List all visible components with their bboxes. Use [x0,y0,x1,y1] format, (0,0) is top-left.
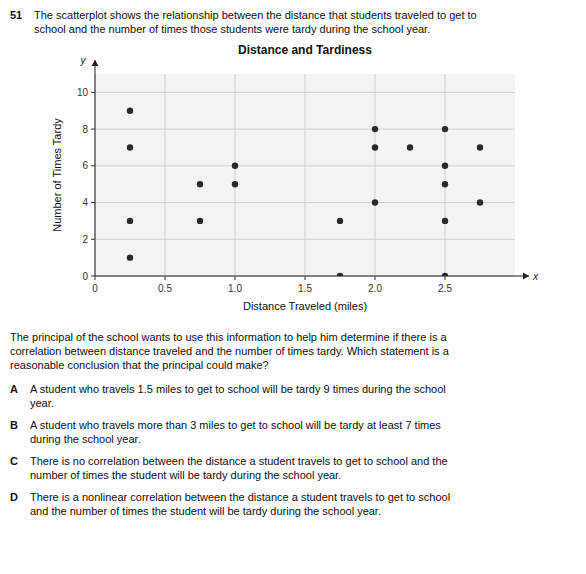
grid-line [375,74,376,276]
tick-mark [91,276,95,277]
tick-label: 2 [82,234,88,245]
point [442,218,448,224]
question-text: The scatterplot shows the relationship b… [34,8,477,36]
point [442,273,448,276]
point [337,218,343,224]
tick-label: 1.5 [298,283,312,294]
grid-line [95,202,515,203]
choice-text: A student who travels more than 3 miles … [30,418,441,446]
point [372,144,378,150]
point [372,199,378,205]
point [127,254,133,260]
y-axis-label: Number of Times Tardy [51,118,63,232]
question-number: 51 [10,8,22,22]
grid-line [95,92,515,93]
choice-letter: D [10,490,18,504]
point [477,199,483,205]
point [442,126,448,132]
grid-line [445,74,446,276]
choice-text: A student who travels 1.5 miles to get t… [30,382,446,410]
grid-line [95,165,515,166]
grid-line [95,239,515,240]
x-axis-label: Distance Traveled (miles) [243,300,367,312]
tick-mark [91,129,95,130]
point [337,273,343,276]
point [197,218,203,224]
x-axis-line [95,276,529,277]
point [232,181,238,187]
tick-label: 6 [82,160,88,171]
tick-label: 2.5 [438,283,452,294]
point [127,108,133,114]
grid-line [305,74,306,276]
point [197,181,203,187]
point [477,144,483,150]
tick-label: 0.5 [158,283,172,294]
tick-mark [91,202,95,203]
point [127,144,133,150]
point [232,163,238,169]
chart: 0 0.5 1.0 1.5 2.0 2.5 0 2 4 6 8 10 x y Distance and Ta… [0,40,586,324]
tick-mark [305,276,306,280]
tick-mark [445,276,446,280]
point [442,181,448,187]
x-axis-arrow [523,273,529,280]
tick-mark [91,92,95,93]
grid-line [95,129,515,130]
tick-label: 1.0 [228,283,242,294]
point [127,218,133,224]
tick-label: 8 [82,124,88,135]
tick-mark [165,276,166,280]
point [372,126,378,132]
choice-text: There is a nonlinear correlation between… [30,490,450,518]
tick-label: 0 [92,283,98,294]
points [127,108,483,276]
chart-title: Distance and Tardiness [238,43,372,57]
y-axis-line [95,60,96,276]
tick-mark [375,276,376,280]
choice-text: There is no correlation between the dist… [30,454,448,482]
y-axis-arrow [92,60,99,66]
tick-mark [95,276,96,280]
tick-mark [235,276,236,280]
tick-label: 10 [77,87,89,98]
choice-letter: B [10,418,18,432]
point [407,144,413,150]
tick-label: 0 [82,271,88,282]
axis-letter: x [532,271,539,282]
tick-mark [91,239,95,240]
question-prompt: The principal of the school wants to use… [10,330,449,372]
tick-label: 4 [82,197,88,208]
axis-letter: y [80,55,87,66]
grid-line [235,74,236,276]
tick-mark [91,165,95,166]
grid-line [165,74,166,276]
point [442,163,448,169]
choice-letter: A [10,382,18,396]
choice-letter: C [10,454,18,468]
plot-area [95,74,515,276]
tick-label: 2.0 [368,283,382,294]
